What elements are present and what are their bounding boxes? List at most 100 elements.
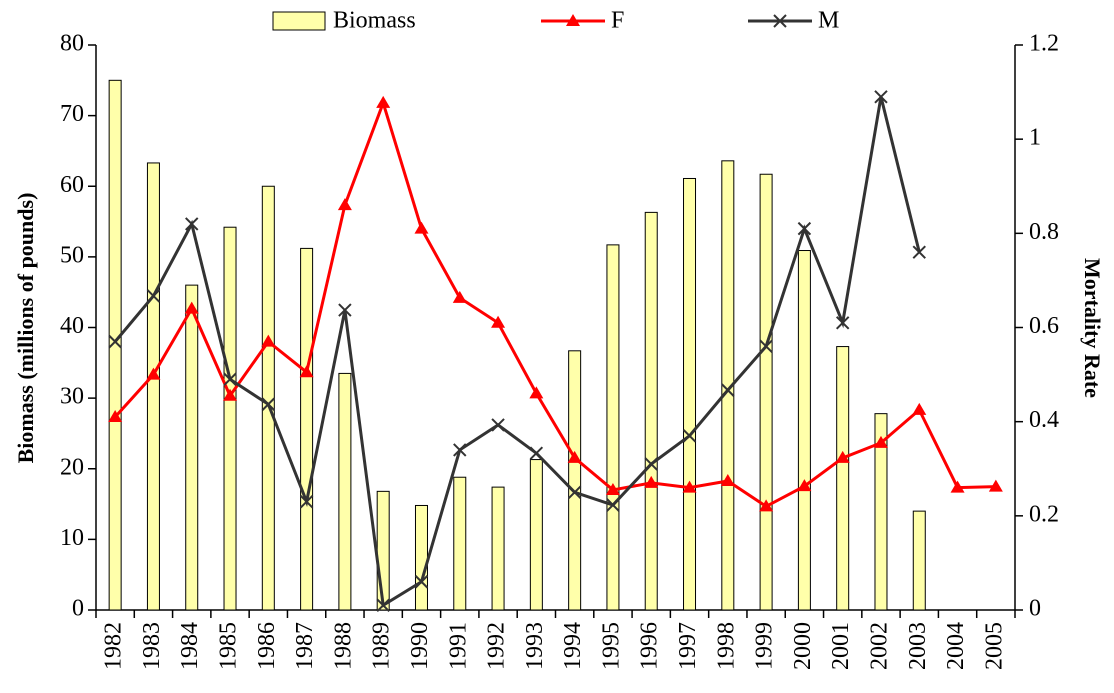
bar <box>223 226 237 611</box>
bar <box>376 490 390 611</box>
bar <box>108 79 122 611</box>
x-tick-label: 1989 <box>369 622 395 670</box>
bar <box>912 510 926 611</box>
marker <box>299 495 314 509</box>
marker <box>605 482 620 495</box>
bar <box>414 504 428 611</box>
legend-marker <box>773 14 787 28</box>
y-axis-title: Biomass (millions of pounds) <box>13 193 38 464</box>
x-tick-label: 2005 <box>981 622 1007 670</box>
marker <box>376 95 391 108</box>
marker <box>146 367 161 380</box>
marker <box>912 402 927 415</box>
x-tick-label: 1992 <box>484 622 510 670</box>
marker <box>797 221 812 236</box>
legend-label: F <box>611 8 624 34</box>
x-tick-label: 2000 <box>790 622 816 670</box>
bar <box>146 162 160 611</box>
line <box>114 98 996 509</box>
marker <box>261 397 276 411</box>
marker <box>414 575 429 589</box>
marker <box>720 473 735 486</box>
marker <box>797 479 812 492</box>
x-tick-label: 2001 <box>828 622 854 670</box>
marker <box>567 450 582 463</box>
bar <box>874 413 888 611</box>
y2-tick-label: 1.2 <box>1029 31 1059 57</box>
x-tick-label: 1984 <box>177 622 203 670</box>
marker <box>337 198 352 211</box>
y2-axis-title: Mortality Rate <box>1080 258 1105 398</box>
marker <box>912 245 926 259</box>
bar <box>836 346 850 611</box>
marker <box>682 429 697 443</box>
marker <box>453 443 467 457</box>
bar <box>683 177 697 611</box>
marker <box>644 475 659 488</box>
marker <box>491 315 506 328</box>
y-tick-label: 30 <box>60 384 84 410</box>
marker <box>184 301 199 314</box>
bar <box>261 185 275 611</box>
x-tick-label: 1994 <box>560 622 586 670</box>
marker <box>491 418 505 432</box>
legend-marker <box>566 14 580 26</box>
bar <box>797 250 811 611</box>
y2-tick-label: 0.8 <box>1029 219 1059 245</box>
legend-label: Biomass <box>333 8 416 34</box>
marker <box>299 365 314 378</box>
marker <box>146 289 161 303</box>
x-tick-label: 1995 <box>598 622 624 670</box>
x-tick-label: 1993 <box>522 622 548 670</box>
marker <box>606 498 620 512</box>
marker <box>529 446 544 460</box>
marker <box>185 217 199 231</box>
x-tick-label: 1982 <box>101 622 127 670</box>
marker <box>414 221 429 234</box>
bar <box>644 211 658 611</box>
y2-tick-label: 0 <box>1029 596 1041 622</box>
x-tick-label: 1986 <box>254 622 280 670</box>
marker <box>874 90 888 104</box>
y2-tick-label: 0.2 <box>1029 501 1059 527</box>
marker <box>644 457 658 471</box>
y-tick-label: 80 <box>60 31 84 57</box>
legend-label: M <box>818 8 839 34</box>
marker <box>721 383 735 397</box>
x-tick-label: 1997 <box>675 622 701 670</box>
bar <box>568 350 582 611</box>
bar <box>606 244 620 611</box>
y2-tick-label: 0.6 <box>1029 313 1059 339</box>
bar <box>453 476 467 611</box>
bar <box>759 173 773 611</box>
y-tick-label: 20 <box>60 454 84 480</box>
y-tick-label: 70 <box>60 101 84 127</box>
marker <box>376 598 390 612</box>
x-tick-label: 1991 <box>445 622 471 670</box>
marker <box>873 435 888 448</box>
line <box>113 96 921 608</box>
bar <box>185 284 199 611</box>
marker <box>108 334 122 349</box>
x-tick-label: 1998 <box>713 622 739 670</box>
marker <box>108 409 123 422</box>
marker <box>338 303 352 317</box>
y-tick-label: 40 <box>60 313 84 339</box>
marker <box>223 372 237 386</box>
x-tick-label: 2002 <box>866 622 892 670</box>
x-tick-label: 2004 <box>943 622 969 670</box>
x-tick-label: 2003 <box>905 622 931 670</box>
marker <box>529 386 544 399</box>
marker <box>261 334 276 347</box>
x-tick-label: 1983 <box>139 622 165 670</box>
marker <box>835 316 850 330</box>
marker <box>759 499 774 512</box>
marker <box>682 480 697 493</box>
y-tick-label: 10 <box>60 525 84 551</box>
bar <box>338 372 352 611</box>
legend-swatch <box>272 11 326 31</box>
y-tick-label: 60 <box>60 172 84 198</box>
bar <box>491 486 505 611</box>
marker <box>988 479 1003 492</box>
